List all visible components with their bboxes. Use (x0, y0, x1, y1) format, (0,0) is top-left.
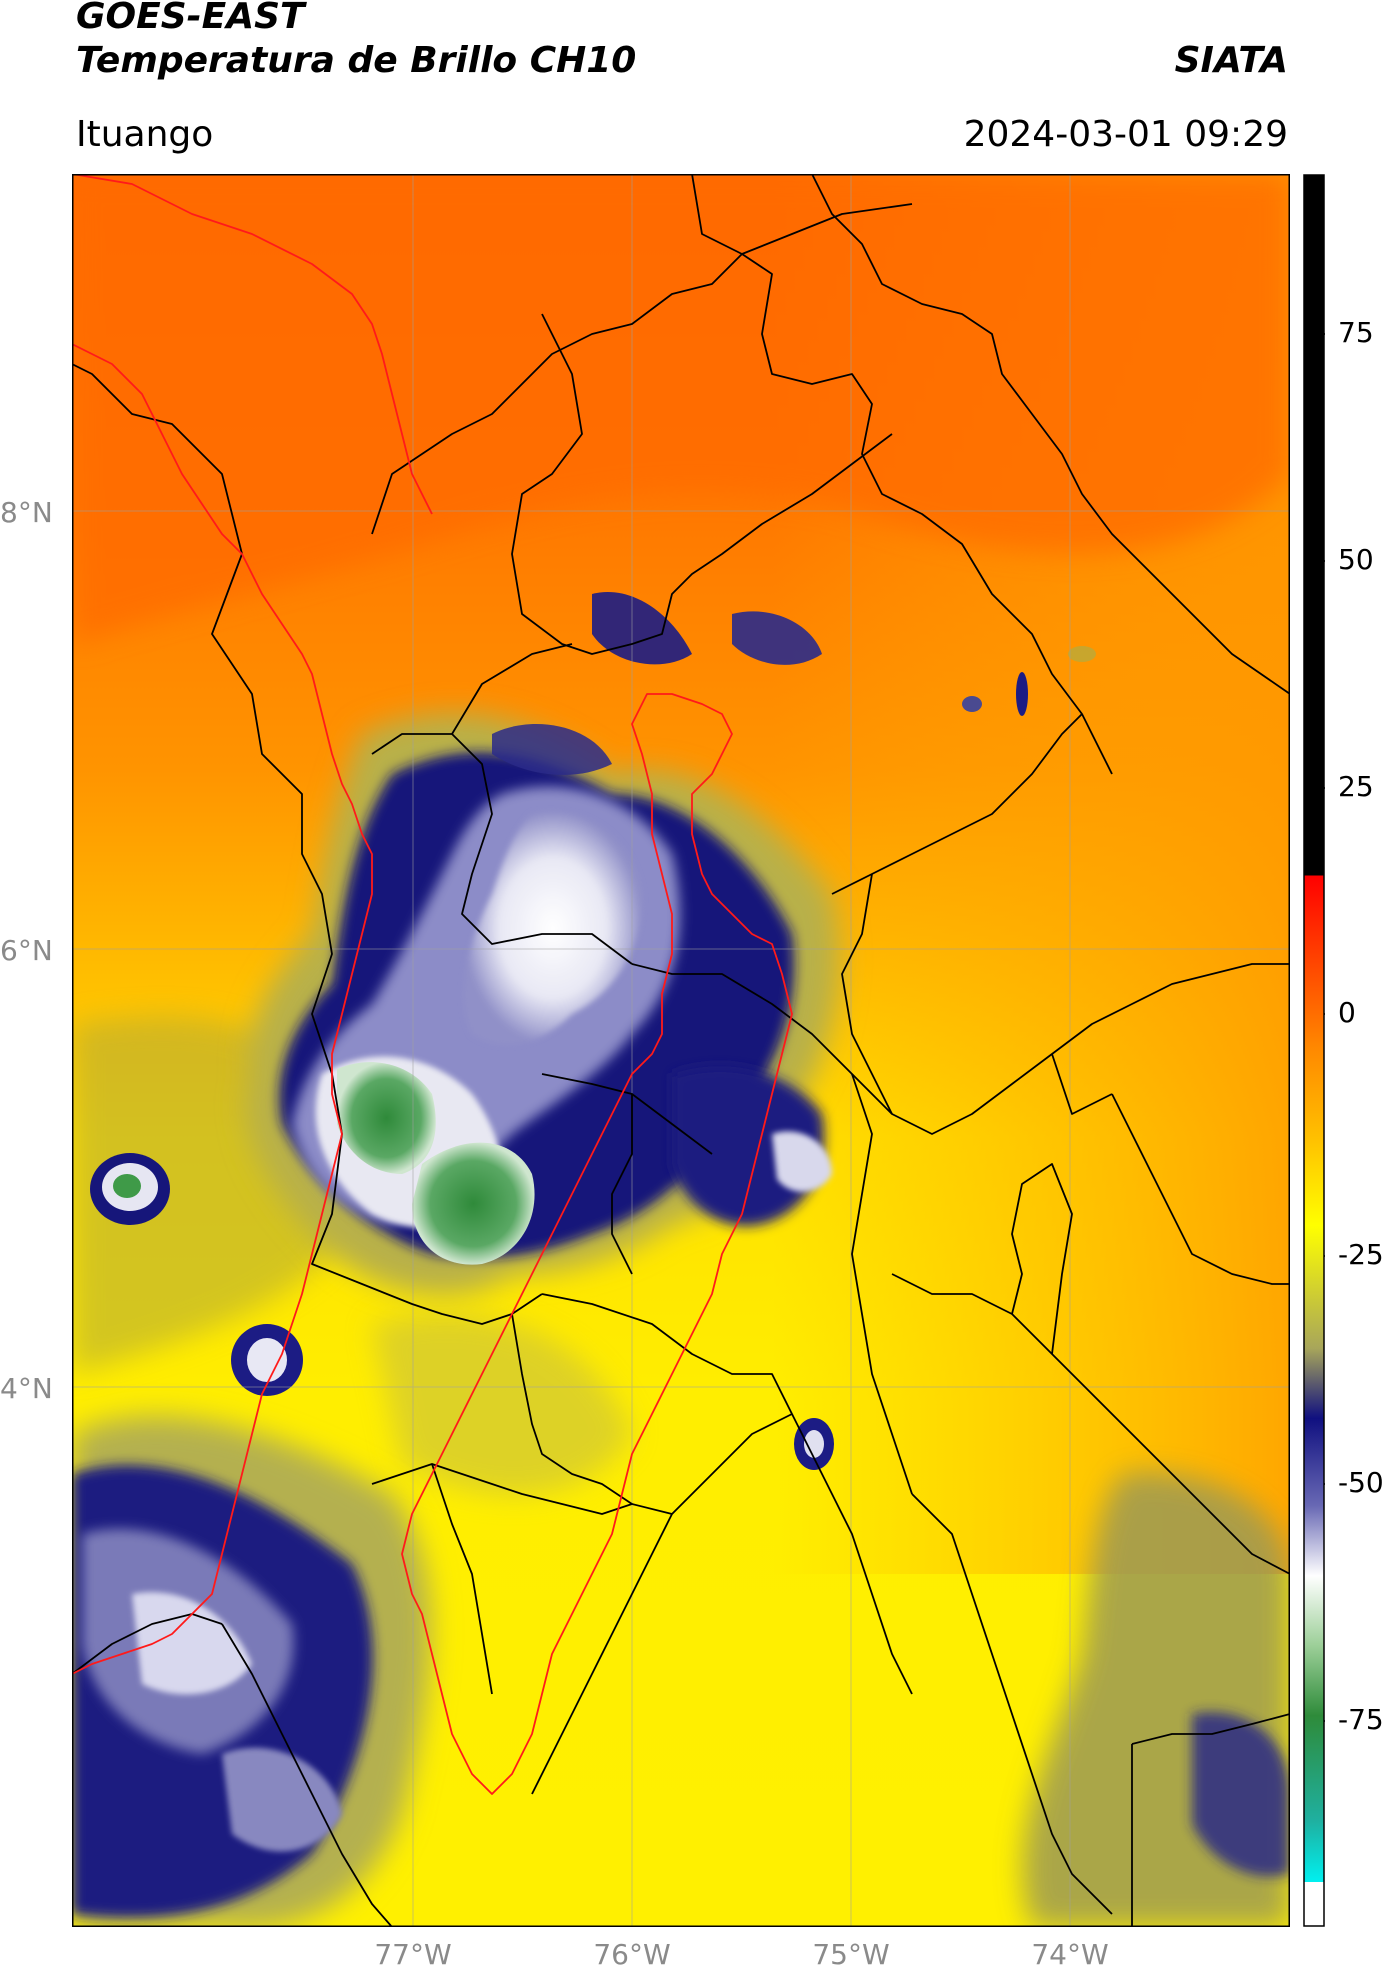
colorbar (1303, 174, 1325, 1927)
colorbar-tick-25: 25 (1338, 770, 1374, 803)
map-title-line1: GOES-EAST (76, 0, 305, 37)
colorbar-tick-minus25: -25 (1338, 1238, 1384, 1271)
map-svg (72, 174, 1290, 1927)
lon-label-77w: 77°W (374, 1938, 452, 1971)
lat-label-8n: 8°N (0, 496, 53, 529)
colorbar-tick-0: 0 (1338, 996, 1356, 1029)
map-title-line2: Temperatura de Brillo CH10 (76, 40, 637, 81)
highlight-boundary (72, 174, 793, 1795)
graticule (72, 174, 1290, 1927)
lon-label-75w: 75°W (812, 1938, 890, 1971)
colorbar-tick-minus50: -50 (1338, 1466, 1384, 1499)
colorbar-tick-75: 75 (1338, 316, 1374, 349)
lat-label-6n: 6°N (0, 934, 53, 967)
lon-label-74w: 74°W (1031, 1938, 1109, 1971)
datetime-label: 2024-03-01 09:29 (963, 114, 1288, 155)
isolated-cells (90, 592, 1096, 1470)
lon-label-76w: 76°W (593, 1938, 671, 1971)
colorbar-fill (1303, 174, 1325, 1927)
region-label: Ituango (76, 114, 214, 155)
source-label: SIATA (1174, 40, 1288, 81)
lat-label-4n: 4°N (0, 1372, 53, 1405)
convective-complex (246, 713, 840, 1295)
department-boundaries (72, 174, 1290, 1927)
colorbar-tick-minus75: -75 (1338, 1703, 1384, 1736)
map-border (72, 174, 1290, 1927)
satellite-map (72, 174, 1290, 1927)
colorbar-tick-50: 50 (1338, 543, 1374, 576)
